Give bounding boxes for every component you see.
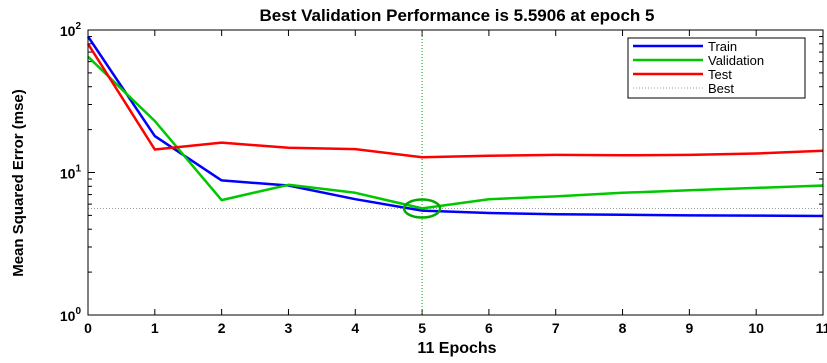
x-tick-label: 10 xyxy=(748,320,764,336)
y-tick-label: 102 xyxy=(60,21,82,39)
best-marker xyxy=(402,198,442,219)
x-tick-label: 1 xyxy=(151,320,159,336)
x-tick-label: 8 xyxy=(619,320,627,336)
legend-label: Train xyxy=(708,39,737,54)
series-line-test xyxy=(86,43,824,159)
y-axis-label: Mean Squared Error (mse) xyxy=(10,89,27,277)
plot-frame xyxy=(87,29,824,316)
chart-title: Best Validation Performance is 5.5906 at… xyxy=(260,6,655,25)
x-tick-label: 2 xyxy=(218,320,226,336)
legend-label: Test xyxy=(708,67,732,82)
x-tick-label: 5 xyxy=(418,320,426,336)
x-tick-label: 0 xyxy=(84,320,92,336)
legend-label: Validation xyxy=(708,53,764,68)
y-tick-label: 101 xyxy=(60,164,82,182)
x-tick-label: 11 xyxy=(816,320,827,336)
x-tick-label: 6 xyxy=(485,320,493,336)
x-tick-label: 4 xyxy=(351,320,359,336)
series-line-validation xyxy=(87,55,824,210)
x-tick-label: 7 xyxy=(552,320,560,336)
x-tick-label: 9 xyxy=(685,320,693,336)
series-line-train xyxy=(86,35,824,218)
legend-label: Best xyxy=(708,81,734,96)
y-tick-label: 100 xyxy=(60,306,82,324)
x-tick-label: 3 xyxy=(285,320,293,336)
x-axis-label: 11 Epochs xyxy=(417,340,496,357)
